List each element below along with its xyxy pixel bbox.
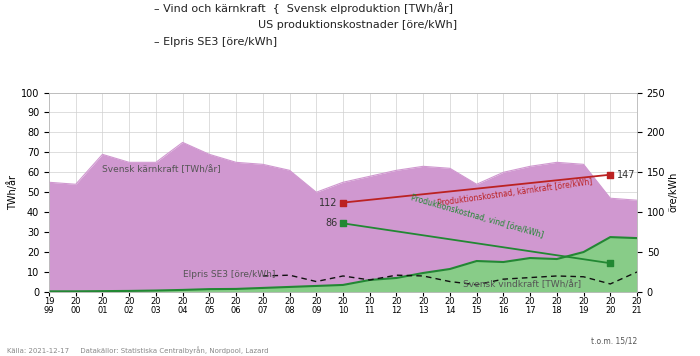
Text: – Elpris SE3 [öre/kWh]: – Elpris SE3 [öre/kWh] [154, 37, 277, 47]
Text: Svensk kärnkraft [TWh/år]: Svensk kärnkraft [TWh/år] [102, 165, 221, 174]
Text: Elpris SE3 [öre/kWh]: Elpris SE3 [öre/kWh] [183, 270, 275, 279]
Text: US produktionskostnader [öre/kWh]: US produktionskostnader [öre/kWh] [258, 20, 456, 30]
Text: Produktionskostnad, vind [öre/kWh]: Produktionskostnad, vind [öre/kWh] [410, 193, 545, 240]
Text: 36: 36 [617, 258, 629, 268]
Text: 112: 112 [319, 198, 337, 208]
Y-axis label: öre/kWh: öre/kWh [668, 172, 678, 213]
Text: – Vind och kärnkraft  {  Svensk elproduktion [TWh/år]: – Vind och kärnkraft { Svensk elprodukti… [154, 2, 453, 14]
Text: Källa: 2021-12-17     Datakällor: Statistiska Centralbyrån, Nordpool, Lazard: Källa: 2021-12-17 Datakällor: Statistisk… [7, 346, 269, 354]
Text: 86: 86 [326, 218, 337, 228]
Point [605, 260, 616, 266]
Point [337, 200, 349, 205]
Text: 147: 147 [617, 170, 636, 180]
Text: Svensk vindkraft [TWh/år]: Svensk vindkraft [TWh/år] [463, 280, 582, 289]
Text: Produktionskostnad, kärnkraft [öre/kWh]: Produktionskostnad, kärnkraft [öre/kWh] [437, 177, 592, 208]
Text: t.o.m. 15/12: t.o.m. 15/12 [591, 336, 637, 345]
Point [337, 220, 349, 226]
Point [605, 172, 616, 178]
Y-axis label: TWh/år: TWh/år [7, 175, 18, 210]
